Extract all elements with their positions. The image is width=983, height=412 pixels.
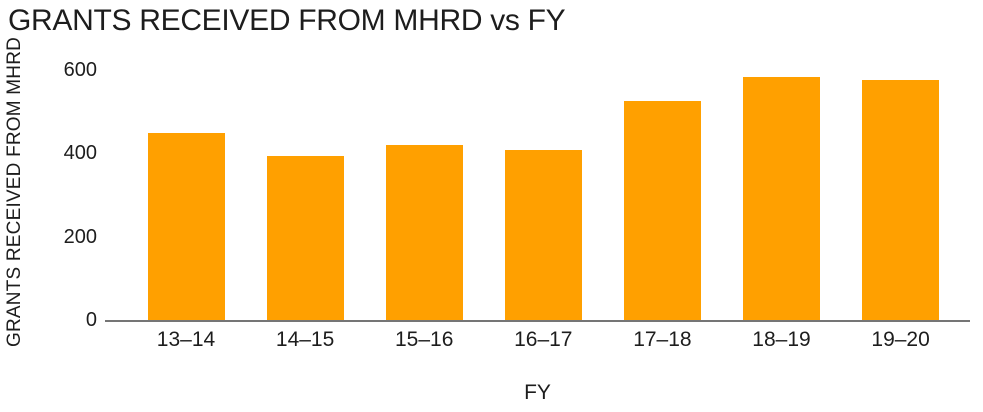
x-axis-title: FY (524, 381, 551, 404)
bar-16–17 (504, 150, 582, 320)
y-tick-label: 400 (63, 142, 97, 165)
y-tick-label: 0 (85, 309, 97, 331)
plot-area (105, 70, 970, 322)
bar-18–19 (743, 77, 820, 320)
x-tick-label: 13–14 (156, 328, 216, 351)
y-axis-title: GRANTS RECEIVED FROM MHRD (4, 36, 25, 347)
bar-17–18 (623, 100, 701, 320)
x-tick-label: 14–15 (275, 328, 335, 351)
chart-title: GRANTS RECEIVED FROM MHRD vs FY (8, 4, 566, 37)
x-tick-label: 17–18 (633, 328, 692, 351)
x-tick-label: 18–19 (752, 328, 811, 351)
bar-15–16 (385, 144, 463, 320)
bar-19–20 (862, 79, 940, 320)
bar-14–15 (266, 156, 344, 320)
y-tick-label: 600 (63, 59, 97, 81)
x-tick-label: 19–20 (871, 328, 930, 351)
bar-13–14 (147, 132, 225, 320)
y-tick-label: 200 (63, 225, 97, 248)
x-tick-label: 15–16 (394, 328, 454, 351)
x-tick-label: 16–17 (514, 328, 573, 351)
